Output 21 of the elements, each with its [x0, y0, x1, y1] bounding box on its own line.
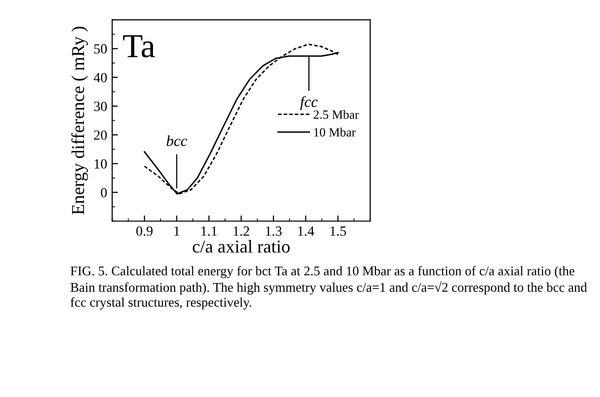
x-tick-label: 1.3: [266, 226, 282, 236]
y-tick-label: 0: [100, 188, 107, 198]
y-tick-label: 50: [94, 44, 107, 54]
x-axis-title: c/a axial ratio: [192, 240, 290, 253]
x-tick-label: 0.9: [136, 226, 153, 236]
annotation: Ta: [123, 35, 155, 58]
x-tick-label: 1.4: [298, 226, 314, 236]
annotation: bcc: [166, 135, 188, 146]
annotation: fcc: [300, 96, 318, 110]
x-tick-label: 1.2: [234, 226, 250, 236]
y-axis-title: Energy difference ( mRy ): [71, 26, 88, 215]
y-tick-label: 10: [94, 159, 107, 169]
y-tick-label: 30: [94, 102, 107, 112]
x-tick-label: 1: [174, 226, 180, 236]
x-tick-label: 1.1: [201, 226, 217, 236]
y-tick-label: 20: [94, 130, 107, 140]
x-tick-label: 1.5: [330, 226, 346, 236]
y-tick-label: 40: [94, 72, 107, 82]
legend-label: 2.5 Mbar: [314, 110, 359, 119]
legend-label: 10 Mbar: [314, 128, 356, 137]
caption: FIG. 5. Calculated total energy for bct Ta at 2.5 and 10 Mbar as a function of c/a axial ratio (the Bain transformation path). The high symmetry values c/a=1 and c/a=√2 correspond to the bcc and fcc crystal structures, respectively.: [70, 266, 587, 310]
